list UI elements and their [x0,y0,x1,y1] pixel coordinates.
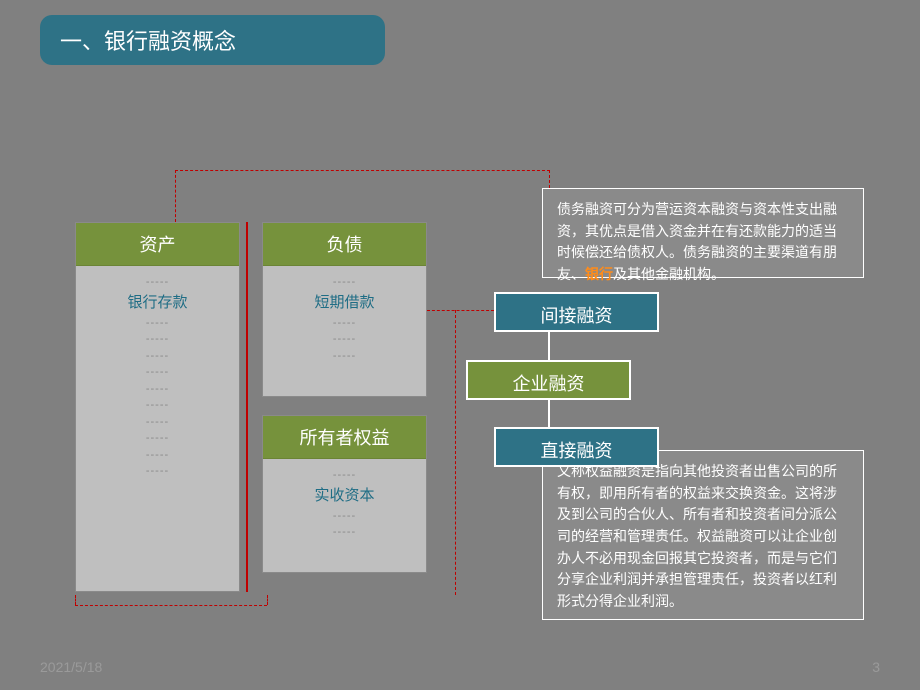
callout-equity-financing: 又称权益融资是指向其他投资者出售公司的所有权，即用所有者的权益来交换资金。这将涉… [542,450,864,620]
panel-equity: 所有者权益 -----实收资本---------- [262,415,427,573]
connector-top [548,332,550,360]
panel-equity-body: -----实收资本---------- [263,459,426,549]
footer-page: 3 [872,659,880,675]
panel-liabilities: 负债 -----短期借款--------------- [262,222,427,397]
bracket-bot-v2 [267,595,268,605]
bracket-bot-v [75,595,76,605]
bracket-mid-v [455,310,456,595]
bracket-mid-h [427,310,494,311]
callout-bottom-text: 又称权益融资是指向其他投资者出售公司的所有权，即用所有者的权益来交换资金。这将涉… [557,463,837,609]
node-direct-financing: 直接融资 [494,427,659,467]
panel-liabilities-body: -----短期借款--------------- [263,266,426,372]
node-enterprise-label: 企业融资 [513,374,585,394]
panel-equity-header: 所有者权益 [263,416,426,459]
footer-date: 2021/5/18 [40,659,102,675]
callout-debt-financing: 债务融资可分为营运资本融资与资本性支出融资，其优点是借入资金并在有还款能力的适当… [542,188,864,278]
node-indirect-label: 间接融资 [541,306,613,326]
panel-assets: 资产 -----银行存款----------------------------… [75,222,240,592]
panel-assets-body: -----银行存款-------------------------------… [76,266,239,488]
panel-liabilities-header: 负债 [263,223,426,266]
title-text: 一、银行融资概念 [60,24,236,56]
panel-assets-header: 资产 [76,223,239,266]
column-divider [246,222,248,592]
bracket-bot-h [75,605,267,606]
callout-top-highlight: 银行 [585,266,613,282]
connector-bottom [548,400,550,427]
node-direct-label: 直接融资 [541,441,613,461]
node-enterprise-financing: 企业融资 [466,360,631,400]
bracket-top-h [175,170,550,171]
bracket-top-vr [549,170,550,188]
callout-top-after: 及其他金融机构。 [613,266,725,282]
page-title: 一、银行融资概念 [40,15,385,65]
bracket-top-vl [175,170,176,222]
node-indirect-financing: 间接融资 [494,292,659,332]
